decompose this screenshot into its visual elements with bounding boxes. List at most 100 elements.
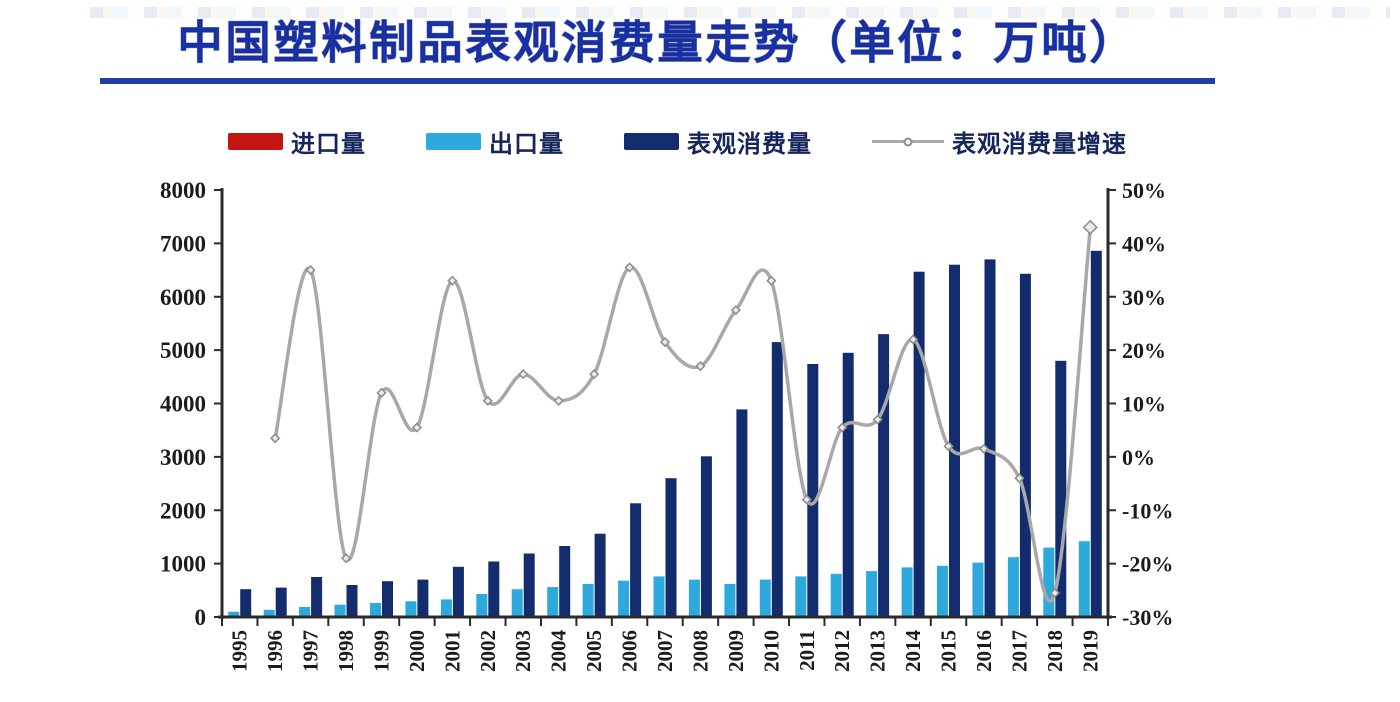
x-tick-label-2013: 2013 <box>866 630 890 672</box>
bar-consumption-2009 <box>736 409 748 617</box>
x-tick-label-1997: 1997 <box>299 630 323 672</box>
bar-consumption-2017 <box>1019 273 1031 617</box>
growth-marker-2008 <box>695 361 706 372</box>
growth-marker-2007 <box>659 336 671 348</box>
y-right-tick-label: 0% <box>1122 445 1155 470</box>
y-left-tick-label: 2000 <box>160 498 206 523</box>
bar-consumption-2008 <box>700 456 712 617</box>
bar-exports-1996 <box>263 609 275 617</box>
growth-marker-2012 <box>837 422 848 433</box>
x-tick-label-2001: 2001 <box>440 630 464 672</box>
chart-legend: 进口量 出口量 表观消费量 表观消费量增速 <box>228 124 1127 159</box>
x-tick-label-2002: 2002 <box>476 630 500 672</box>
bar-exports-2008 <box>688 579 700 617</box>
bar-exports-2012 <box>830 573 842 617</box>
growth-marker-1997 <box>305 264 316 276</box>
growth-marker-2013 <box>872 414 883 425</box>
growth-marker-1999 <box>376 387 387 398</box>
x-tick-label-2019: 2019 <box>1078 630 1102 672</box>
growth-marker-2016 <box>978 443 990 455</box>
y-left-tick-label: 1000 <box>160 552 206 577</box>
bar-exports-2000 <box>405 601 417 617</box>
x-tick-label-2010: 2010 <box>759 630 783 672</box>
page-title: 中国塑料制品表观消费量走势（单位：万吨） <box>177 17 1138 69</box>
y-left-tick-label: 3000 <box>160 445 206 470</box>
bar-exports-2007 <box>653 576 665 617</box>
x-tick-label-2011: 2011 <box>795 630 819 671</box>
y-left-tick-label: 8000 <box>160 178 206 203</box>
bar-exports-2015 <box>937 565 948 617</box>
x-tick-label-2008: 2008 <box>688 630 712 672</box>
y-left-tick-label: 0 <box>195 605 207 630</box>
x-tick-label-2012: 2012 <box>830 630 854 672</box>
y-right-tick-label: 40% <box>1122 231 1166 256</box>
y-left-tick-label: 4000 <box>160 392 206 417</box>
bar-consumption-2012 <box>842 352 854 617</box>
y-right-tick-label: -20% <box>1122 552 1173 577</box>
y-left-tick-label: 6000 <box>160 285 206 310</box>
x-tick-label-2005: 2005 <box>582 630 606 672</box>
legend-label-imports: 进口量 <box>291 131 366 158</box>
y-right-tick-label: -10% <box>1122 498 1173 523</box>
bar-consumption-2002 <box>488 561 500 617</box>
growth-marker-2018 <box>1049 587 1060 599</box>
bar-consumption-2006 <box>630 503 642 617</box>
x-tick-label-2007: 2007 <box>653 630 677 672</box>
x-tick-label-2006: 2006 <box>618 630 642 672</box>
cropped-content-artifact <box>90 7 1390 18</box>
growth-rate-line <box>273 225 1093 603</box>
bar-consumption-2018 <box>1055 360 1067 617</box>
growth-marker-icon <box>903 137 913 146</box>
bar-consumption-2015 <box>949 264 960 617</box>
x-tick-label-2004: 2004 <box>547 630 571 673</box>
bar-exports-1995 <box>228 611 240 617</box>
bar-consumption-1997 <box>311 577 323 617</box>
growth-marker-1996 <box>270 433 281 444</box>
bar-exports-2001 <box>440 599 452 617</box>
growth-marker-2017 <box>1014 473 1025 484</box>
growth-marker-2000 <box>411 422 423 433</box>
growth-marker-2001 <box>447 275 458 286</box>
x-tick-label-1995: 1995 <box>228 630 252 672</box>
bar-exports-2019 <box>1078 541 1090 617</box>
bar-consumption-2000 <box>417 579 429 617</box>
legend-label-consumption: 表观消费量 <box>687 131 812 158</box>
bar-exports-2013 <box>866 571 878 617</box>
bar-exports-2006 <box>618 580 630 617</box>
legend-item-growth: 表观消费量增速 <box>872 124 1127 159</box>
x-tick-label-1999: 1999 <box>369 630 393 672</box>
bar-consumption-1999 <box>382 581 393 617</box>
exports-swatch-icon <box>426 133 481 150</box>
x-tick-label-2018: 2018 <box>1043 630 1067 672</box>
bar-exports-1998 <box>334 604 346 617</box>
bar-exports-2011 <box>795 576 807 617</box>
y-right-tick-label: 50% <box>1122 178 1166 203</box>
growth-marker-2019 <box>1082 219 1098 235</box>
bar-consumption-2010 <box>771 342 783 617</box>
y-left-tick-label: 7000 <box>160 231 206 256</box>
x-tick-label-2016: 2016 <box>972 630 996 672</box>
bar-consumption-1996 <box>275 587 287 617</box>
growth-marker-2009 <box>730 304 742 316</box>
x-tick-label-2015: 2015 <box>937 630 961 672</box>
title-divider <box>100 78 1215 84</box>
x-tick-label-2000: 2000 <box>405 630 429 672</box>
bar-exports-2017 <box>1007 557 1019 617</box>
x-tick-label-2014: 2014 <box>901 630 925 673</box>
bar-exports-2014 <box>901 567 913 617</box>
growth-marker-1998 <box>340 553 352 564</box>
bar-exports-1999 <box>370 602 381 617</box>
x-tick-label-2017: 2017 <box>1007 630 1031 672</box>
bar-exports-2004 <box>547 587 559 617</box>
bar-consumption-2004 <box>559 546 571 617</box>
growth-marker-2006 <box>624 262 635 273</box>
growth-line-icon <box>872 137 944 146</box>
bar-consumption-2003 <box>523 553 535 617</box>
y-right-tick-label: -30% <box>1122 605 1173 630</box>
growth-marker-2010 <box>766 275 777 286</box>
legend-label-growth: 表观消费量增速 <box>952 131 1127 158</box>
growth-marker-2004 <box>553 395 564 406</box>
bar-consumption-2014 <box>913 271 925 617</box>
